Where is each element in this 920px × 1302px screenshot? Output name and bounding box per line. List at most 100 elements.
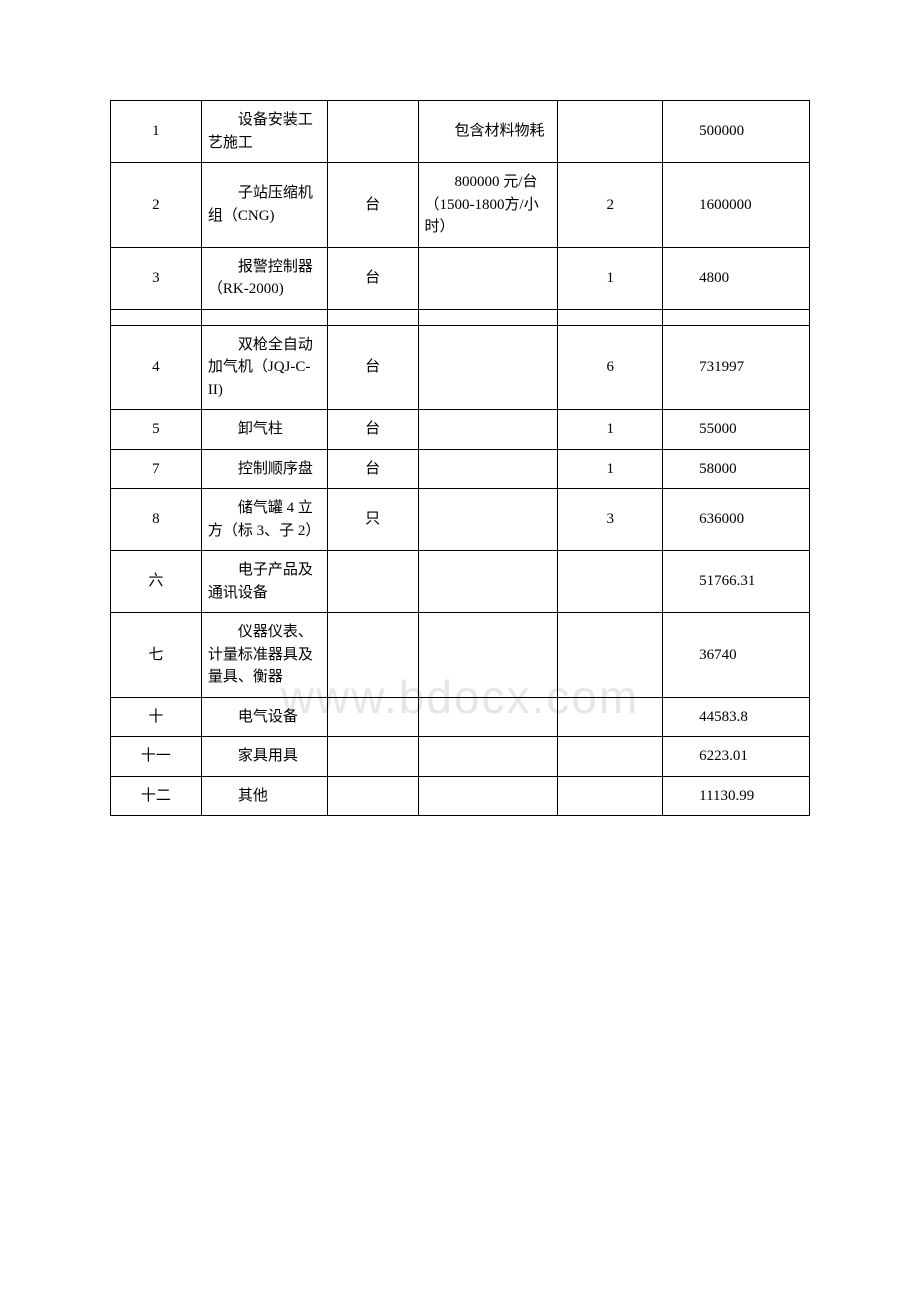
table-cell bbox=[327, 697, 418, 737]
table-cell: 子站压缩机组（CNG) bbox=[201, 163, 327, 248]
table-cell: 电气设备 bbox=[201, 697, 327, 737]
table-cell: 800000 元/台（1500-1800方/小时） bbox=[418, 163, 558, 248]
cell-text: 其他 bbox=[208, 785, 321, 808]
table-cell: 55000 bbox=[663, 410, 810, 450]
cell-text: 731997 bbox=[669, 356, 803, 379]
table-cell: 4 bbox=[111, 325, 202, 410]
table-cell bbox=[418, 325, 558, 410]
cell-text: 636000 bbox=[669, 508, 803, 531]
separator-cell bbox=[111, 309, 202, 325]
table-cell: 8 bbox=[111, 489, 202, 551]
cell-text: 1600000 bbox=[669, 194, 803, 217]
separator-cell bbox=[418, 309, 558, 325]
cell-text: 仪器仪表、计量标准器具及量具、衡器 bbox=[208, 621, 321, 689]
table-cell: 636000 bbox=[663, 489, 810, 551]
table-cell bbox=[418, 247, 558, 309]
cell-text: 卸气柱 bbox=[208, 418, 321, 441]
table-cell bbox=[418, 737, 558, 777]
table-cell: 1 bbox=[558, 410, 663, 450]
table-cell: 设备安装工艺施工 bbox=[201, 101, 327, 163]
table-cell bbox=[327, 613, 418, 698]
separator-cell bbox=[663, 309, 810, 325]
cell-text: 55000 bbox=[669, 418, 803, 441]
table-cell: 电子产品及通讯设备 bbox=[201, 551, 327, 613]
table-row: 十电气设备 44583.8 bbox=[111, 697, 810, 737]
table-cell: 500000 bbox=[663, 101, 810, 163]
table-cell: 仪器仪表、计量标准器具及量具、衡器 bbox=[201, 613, 327, 698]
table-cell bbox=[327, 551, 418, 613]
table-cell: 1 bbox=[558, 449, 663, 489]
table-row: 3报警控制器（RK-2000)台 1 4800 bbox=[111, 247, 810, 309]
cell-text: 4800 bbox=[669, 267, 803, 290]
separator-cell bbox=[201, 309, 327, 325]
table-cell: 58000 bbox=[663, 449, 810, 489]
table-cell: 5 bbox=[111, 410, 202, 450]
table-cell bbox=[558, 697, 663, 737]
table-cell: 11130.99 bbox=[663, 776, 810, 816]
table-cell bbox=[418, 613, 558, 698]
table-cell: 台 bbox=[327, 163, 418, 248]
table-cell: 1 bbox=[111, 101, 202, 163]
table-row: 十一家具用具 6223.01 bbox=[111, 737, 810, 777]
table-cell bbox=[418, 410, 558, 450]
cell-text: 500000 bbox=[669, 120, 803, 143]
cell-text: 家具用具 bbox=[208, 745, 321, 768]
table-cell: 储气罐 4 立方（标 3、子 2） bbox=[201, 489, 327, 551]
table-cell bbox=[418, 697, 558, 737]
cell-text: 58000 bbox=[669, 458, 803, 481]
table-cell: 台 bbox=[327, 449, 418, 489]
cell-text: 800000 元/台（1500-1800方/小时） bbox=[425, 171, 552, 239]
cell-text: 电子产品及通讯设备 bbox=[208, 559, 321, 604]
table-row: 5卸气柱台155000 bbox=[111, 410, 810, 450]
table-cell: 1600000 bbox=[663, 163, 810, 248]
table-cell bbox=[558, 613, 663, 698]
table-cell: 只 bbox=[327, 489, 418, 551]
table-container: 1设备安装工艺施工包含材料物耗5000002子站压缩机组（CNG)台800000… bbox=[110, 100, 810, 816]
table-cell: 报警控制器（RK-2000) bbox=[201, 247, 327, 309]
cell-text: 11130.99 bbox=[669, 785, 803, 808]
table-cell bbox=[327, 737, 418, 777]
cell-text: 44583.8 bbox=[669, 706, 803, 729]
cell-text: 控制顺序盘 bbox=[208, 458, 321, 481]
cell-text: 包含材料物耗 bbox=[425, 120, 552, 143]
table-cell: 4800 bbox=[663, 247, 810, 309]
table-cell: 51766.31 bbox=[663, 551, 810, 613]
table-cell: 十 bbox=[111, 697, 202, 737]
cell-text: 设备安装工艺施工 bbox=[208, 109, 321, 154]
table-cell: 2 bbox=[111, 163, 202, 248]
table-cell: 44583.8 bbox=[663, 697, 810, 737]
table-cell: 其他 bbox=[201, 776, 327, 816]
cell-text: 报警控制器（RK-2000) bbox=[208, 256, 321, 301]
table-cell bbox=[558, 737, 663, 777]
table-row: 2子站压缩机组（CNG)台800000 元/台（1500-1800方/小时）21… bbox=[111, 163, 810, 248]
table-cell bbox=[558, 551, 663, 613]
table-cell: 十一 bbox=[111, 737, 202, 777]
table-cell: 控制顺序盘 bbox=[201, 449, 327, 489]
cell-text: 6223.01 bbox=[669, 745, 803, 768]
table-row: 1设备安装工艺施工 包含材料物耗 500000 bbox=[111, 101, 810, 163]
cell-text: 子站压缩机组（CNG) bbox=[208, 182, 321, 227]
table-cell: 包含材料物耗 bbox=[418, 101, 558, 163]
table-cell: 1 bbox=[558, 247, 663, 309]
separator-cell bbox=[327, 309, 418, 325]
table-cell: 6 bbox=[558, 325, 663, 410]
cell-text: 51766.31 bbox=[669, 570, 803, 593]
cell-text: 电气设备 bbox=[208, 706, 321, 729]
table-cell bbox=[418, 489, 558, 551]
table-cell: 七 bbox=[111, 613, 202, 698]
table-cell: 731997 bbox=[663, 325, 810, 410]
table-cell bbox=[418, 449, 558, 489]
table-cell: 3 bbox=[558, 489, 663, 551]
table-cell bbox=[327, 101, 418, 163]
table-row: 8储气罐 4 立方（标 3、子 2）只 3 636000 bbox=[111, 489, 810, 551]
table-row: 六电子产品及通讯设备 51766.31 bbox=[111, 551, 810, 613]
table-cell bbox=[418, 551, 558, 613]
equipment-table: 1设备安装工艺施工包含材料物耗5000002子站压缩机组（CNG)台800000… bbox=[110, 100, 810, 816]
table-row: 七仪器仪表、计量标准器具及量具、衡器36740 bbox=[111, 613, 810, 698]
table-cell: 台 bbox=[327, 247, 418, 309]
table-row: 7控制顺序盘台158000 bbox=[111, 449, 810, 489]
table-cell: 双枪全自动加气机（JQJ-C-II) bbox=[201, 325, 327, 410]
table-cell: 台 bbox=[327, 325, 418, 410]
table-cell: 六 bbox=[111, 551, 202, 613]
table-cell: 3 bbox=[111, 247, 202, 309]
